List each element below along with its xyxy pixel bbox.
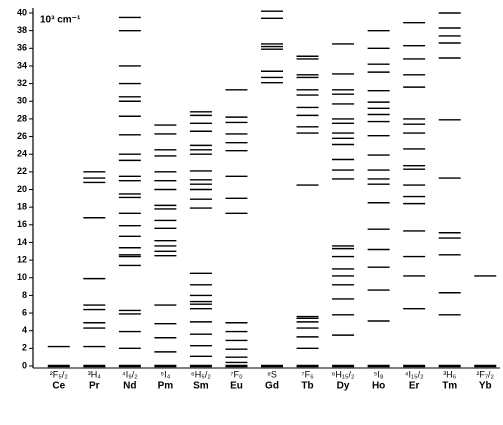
ground-state-label: ⁵I₈ bbox=[374, 369, 384, 379]
y-tick-label: 18 bbox=[17, 202, 27, 212]
category-label: Er bbox=[409, 381, 420, 392]
category-label: Pr bbox=[89, 381, 100, 392]
category-label: Pm bbox=[158, 381, 174, 392]
y-tick-label: 20 bbox=[17, 184, 27, 194]
category-label: Tm bbox=[442, 381, 457, 392]
ground-state-label: ²F₇/₂ bbox=[476, 369, 494, 379]
ground-state-label: ⁴I₁₅/₂ bbox=[405, 369, 425, 379]
category-label: Eu bbox=[230, 381, 243, 392]
category-label: Dy bbox=[337, 381, 350, 392]
y-tick-label: 24 bbox=[17, 149, 27, 159]
y-tick-label: 14 bbox=[17, 237, 27, 247]
ground-state-label: ⁴I₉/₂ bbox=[122, 369, 138, 379]
ground-state-label: ³H₄ bbox=[88, 369, 101, 379]
category-label: Yb bbox=[479, 381, 492, 392]
ground-state-label: ⁶H₁₅/₂ bbox=[332, 369, 355, 379]
y-tick-label: 4 bbox=[22, 325, 27, 335]
y-tick-label: 2 bbox=[22, 343, 27, 353]
y-tick-label: 36 bbox=[17, 43, 27, 53]
category-label: Tb bbox=[301, 381, 313, 392]
y-tick-label: 12 bbox=[17, 254, 27, 264]
ground-state-label: ³H₆ bbox=[443, 369, 456, 379]
y-tick-label: 8 bbox=[22, 290, 27, 300]
y-tick-label: 26 bbox=[17, 131, 27, 141]
ground-state-label: ⁷F₀ bbox=[230, 369, 243, 379]
y-tick-label: 0 bbox=[22, 360, 27, 370]
ground-state-label: ²F₅/₂ bbox=[50, 369, 69, 379]
y-tick-label: 6 bbox=[22, 307, 27, 317]
ground-state-label: ⁶H₅/₂ bbox=[191, 369, 211, 379]
category-label: Gd bbox=[265, 381, 279, 392]
y-tick-label: 32 bbox=[17, 78, 27, 88]
y-tick-label: 34 bbox=[17, 60, 27, 70]
category-label: Nd bbox=[123, 381, 136, 392]
y-axis-label: 10³ cm⁻¹ bbox=[40, 15, 81, 26]
y-tick-label: 22 bbox=[17, 166, 27, 176]
category-label: Ce bbox=[52, 381, 65, 392]
ground-state-label: ⁸S bbox=[267, 369, 277, 379]
ground-state-label: ⁷F₆ bbox=[301, 369, 314, 379]
y-tick-label: 16 bbox=[17, 219, 27, 229]
y-tick-label: 10 bbox=[17, 272, 27, 282]
y-tick-label: 40 bbox=[17, 7, 27, 17]
category-label: Sm bbox=[193, 381, 209, 392]
y-tick-label: 28 bbox=[17, 113, 27, 123]
y-tick-label: 30 bbox=[17, 96, 27, 106]
ground-state-label: ⁵I₄ bbox=[160, 369, 170, 379]
category-label: Ho bbox=[372, 381, 385, 392]
y-tick-label: 38 bbox=[17, 25, 27, 35]
